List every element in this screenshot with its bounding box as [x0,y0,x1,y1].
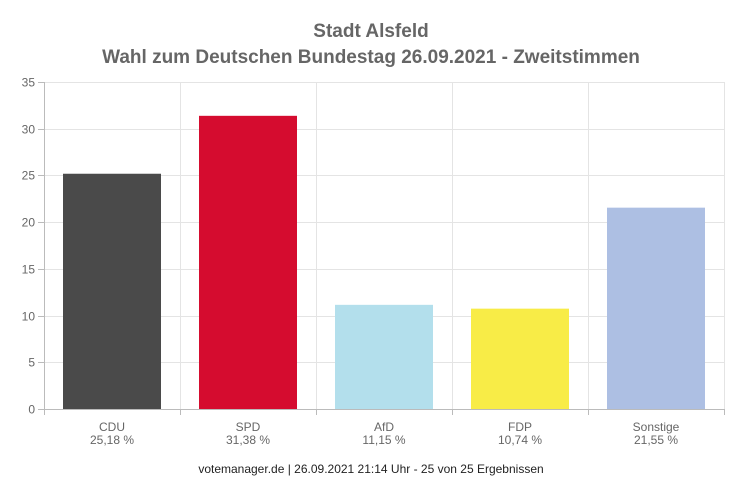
x-tick-label: FDP [508,420,532,434]
y-tick-label: 10 [22,310,36,324]
value-label: 11,15 % [362,433,405,447]
x-tick-label: SPD [236,420,261,434]
x-tick-label: Sonstige [633,420,680,434]
y-tick-label: 0 [28,403,35,417]
value-label: 21,55 % [634,433,678,447]
x-tick-label: AfD [374,420,394,434]
y-tick-label: 20 [22,216,36,230]
y-tick-label: 15 [22,263,36,277]
value-label: 31,38 % [226,433,270,447]
chart-subtitle: Wahl zum Deutschen Bundestag 26.09.2021 … [102,47,640,68]
value-label: 10,74 % [498,433,542,447]
chart-title: Stadt Alsfeld [313,21,429,42]
y-tick-label: 25 [22,169,36,183]
bar-spd[interactable] [199,115,297,410]
bars [63,115,705,410]
y-tick-label: 30 [22,123,36,137]
bar-fdp[interactable] [471,308,569,409]
value-label: 25,18 % [90,433,134,447]
y-axis: 0 5 10 15 20 25 30 35 [22,76,725,417]
y-tick-label: 35 [22,76,36,90]
footer-source: votemanager.de | 26.09.2021 21:14 Uhr - … [198,462,544,476]
bar-cdu[interactable] [63,173,161,409]
bar-sonstige[interactable] [607,207,705,409]
bar-afd[interactable] [335,304,433,409]
y-tick-label: 5 [28,356,35,370]
x-tick-label: CDU [99,420,125,434]
